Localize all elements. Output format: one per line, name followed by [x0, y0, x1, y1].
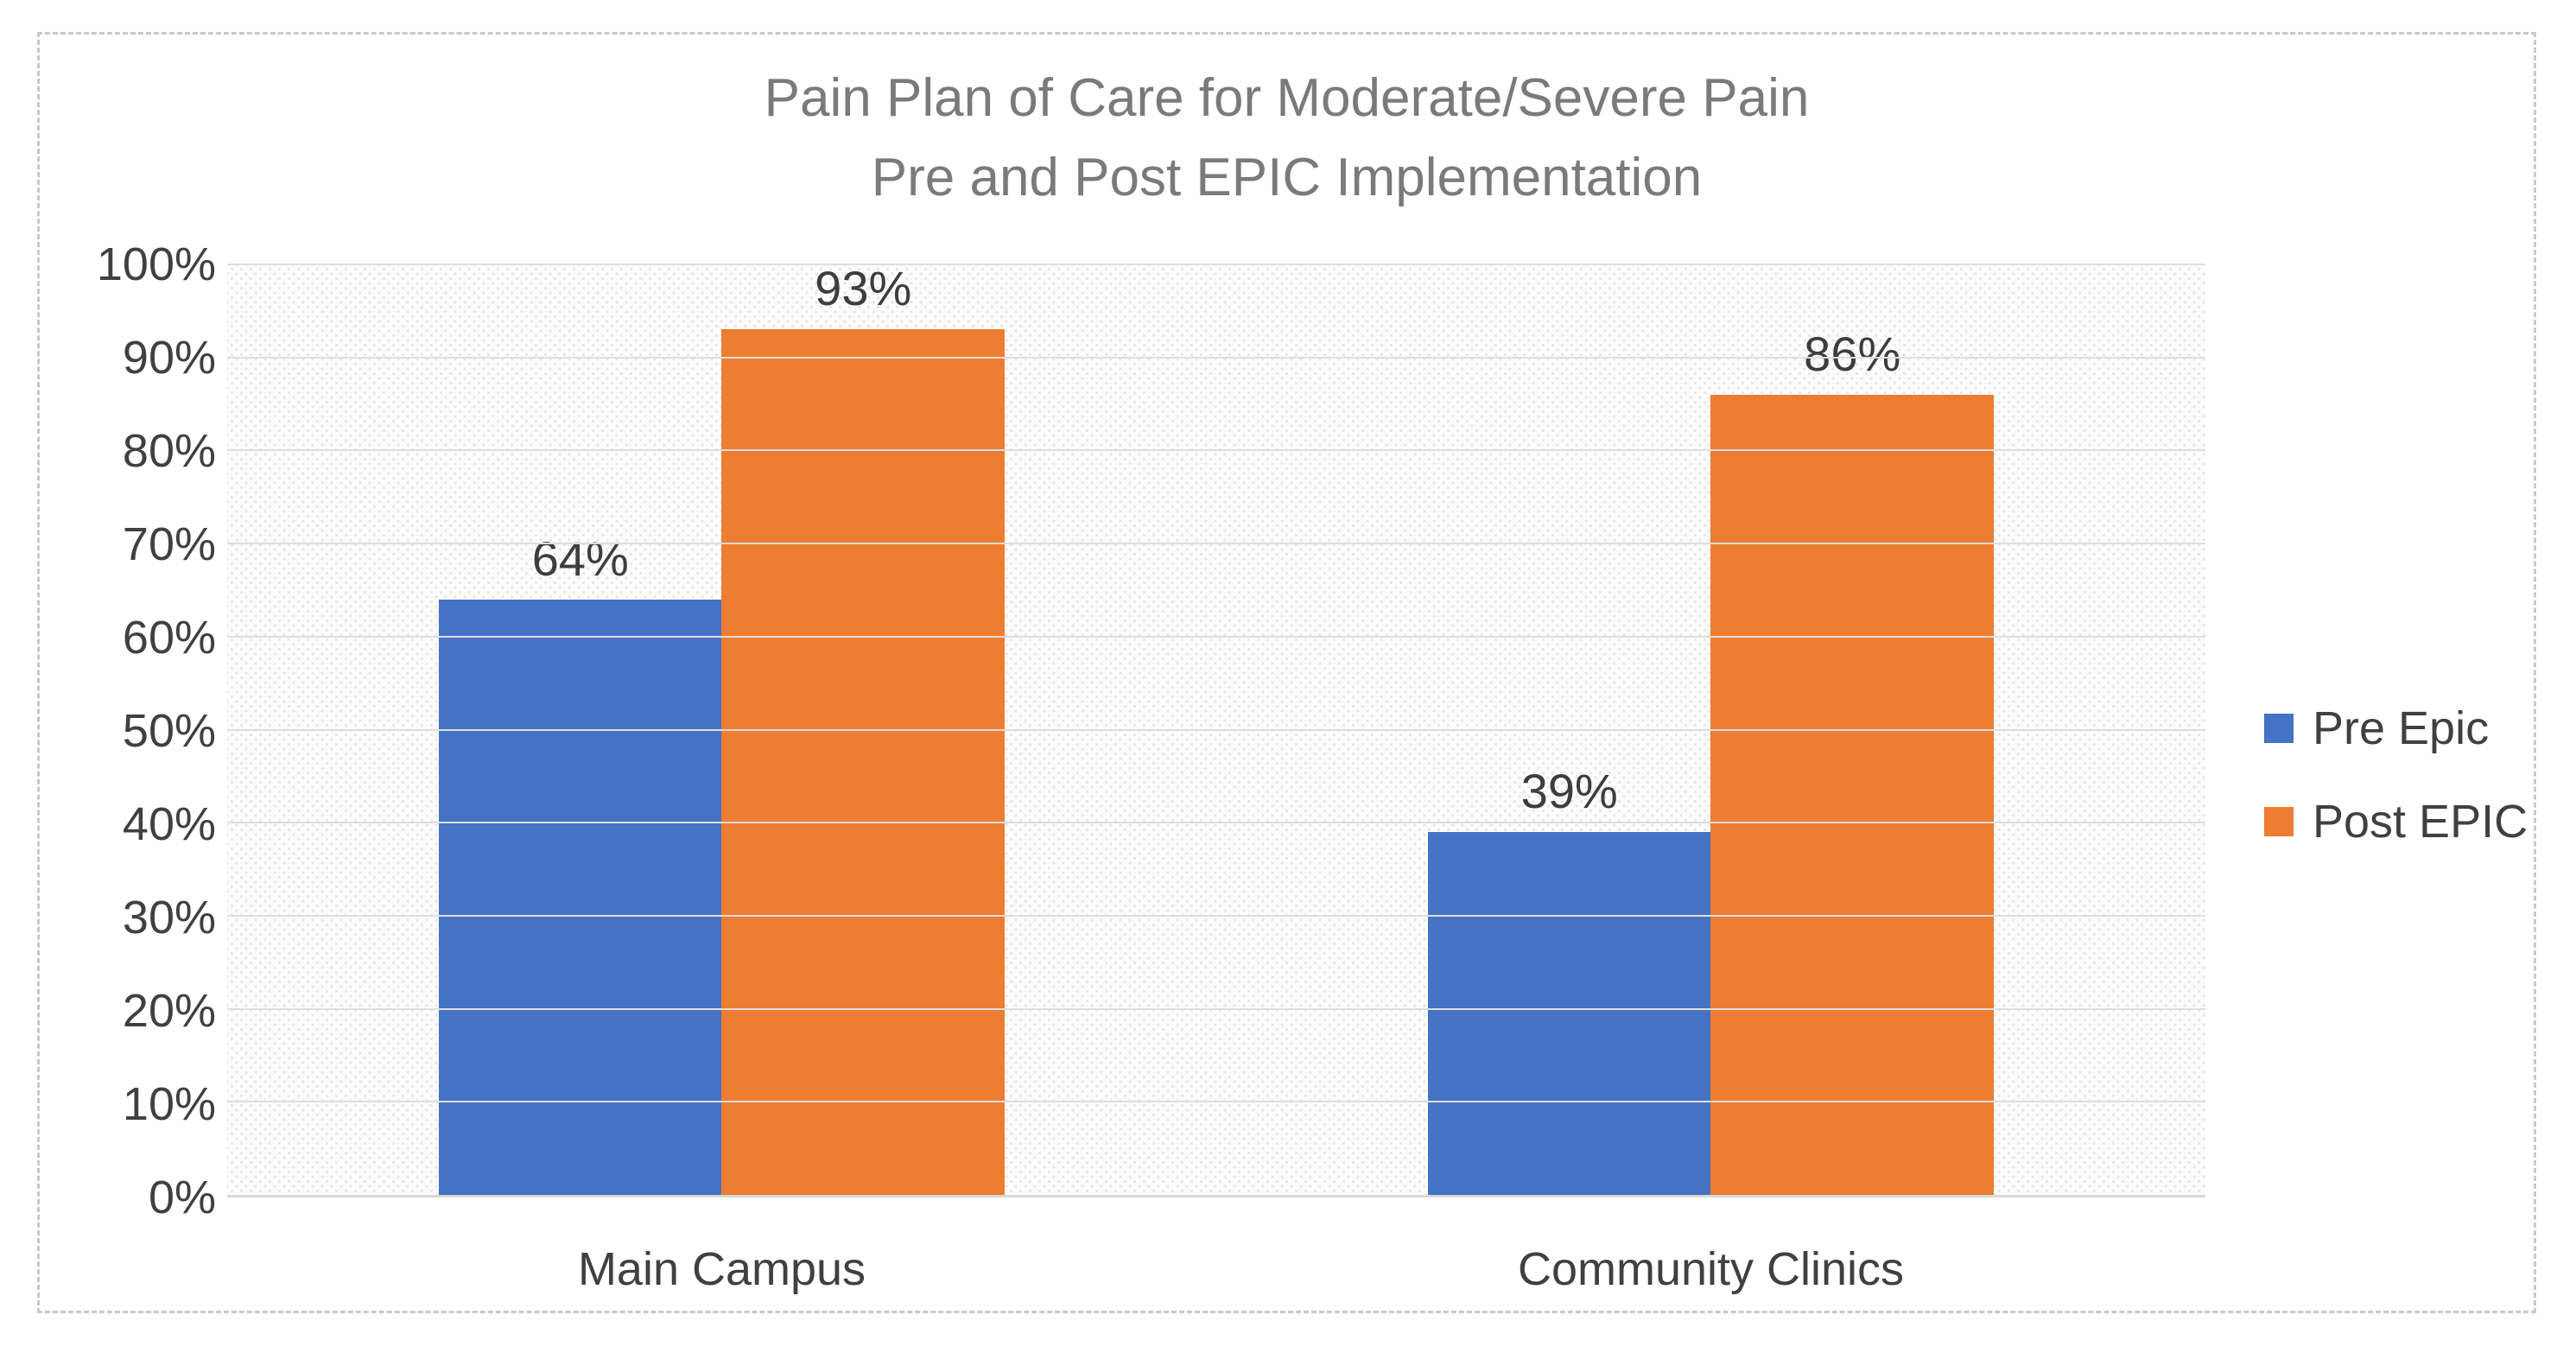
x-category-label-0: Main Campus — [577, 1243, 866, 1295]
gridline-40 — [227, 822, 2205, 824]
y-tick-label-60: 60% — [122, 612, 216, 664]
y-tick-label-70: 70% — [122, 518, 216, 570]
legend-label: Pre Epic — [2313, 702, 2490, 754]
bar-post-epic-0[interactable]: 93% — [721, 261, 1005, 1195]
data-label: 39% — [1520, 763, 1618, 818]
legend: Pre Epic Post EPIC — [2264, 702, 2528, 888]
legend-entry-pre-epic[interactable]: Pre Epic — [2264, 702, 2528, 755]
bar-group-1: 39% 86% — [1428, 264, 1994, 1195]
data-label: 93% — [815, 261, 912, 316]
y-axis: 0% 10% 20% 30% 40% 50% 60% 70% 80% 90% 100% — [50, 241, 216, 1221]
chart-title: Pain Plan of Care for Moderate/Severe Pa… — [40, 59, 2534, 218]
data-label: 86% — [1804, 326, 1901, 381]
gridline-100 — [227, 264, 2205, 265]
gridline-50 — [227, 728, 2205, 731]
plot-area: 64% 93% 39% 86% — [227, 261, 2205, 1197]
y-tick-label-100: 100% — [96, 238, 216, 290]
gridline-30 — [227, 914, 2205, 917]
gridline-20 — [227, 1007, 2205, 1010]
chart-frame: Pain Plan of Care for Moderate/Severe Pa… — [37, 32, 2536, 1313]
gridline-70 — [227, 543, 2205, 545]
gridline-60 — [227, 635, 2205, 638]
y-tick-label-20: 20% — [122, 985, 216, 1037]
y-tick-label-90: 90% — [122, 332, 216, 384]
legend-entry-post-epic[interactable]: Post EPIC — [2264, 795, 2528, 848]
legend-swatch-icon — [2264, 807, 2294, 836]
legend-label: Post EPIC — [2313, 796, 2528, 848]
x-category-label-1: Community Clinics — [1517, 1243, 1905, 1295]
bar-pre-epic-0[interactable]: 64% — [439, 531, 722, 1195]
bars-layer: 64% 93% 39% 86% — [227, 261, 2205, 1195]
gridline-90 — [227, 356, 2205, 359]
y-tick-label-0: 0% — [148, 1172, 216, 1223]
bar-pre-epic-1[interactable]: 39% — [1428, 764, 1711, 1195]
y-tick-label-40: 40% — [122, 798, 216, 850]
bar-group-0: 64% 93% — [439, 261, 1005, 1195]
bar-post-epic-1[interactable]: 86% — [1710, 327, 1994, 1195]
chart-title-line-2: Pre and Post EPIC Implementation — [871, 148, 1703, 207]
gridline-10 — [227, 1101, 2205, 1103]
y-tick-label-80: 80% — [122, 425, 216, 477]
gridline-80 — [227, 449, 2205, 452]
legend-swatch-icon — [2264, 714, 2294, 743]
x-axis: Main Campus Community Clinics — [227, 1242, 2205, 1298]
data-label: 64% — [531, 530, 629, 586]
y-tick-label-50: 50% — [122, 705, 216, 757]
chart-title-line-1: Pain Plan of Care for Moderate/Severe Pa… — [764, 68, 1810, 128]
y-tick-label-10: 10% — [122, 1078, 216, 1130]
y-tick-label-30: 30% — [122, 892, 216, 943]
